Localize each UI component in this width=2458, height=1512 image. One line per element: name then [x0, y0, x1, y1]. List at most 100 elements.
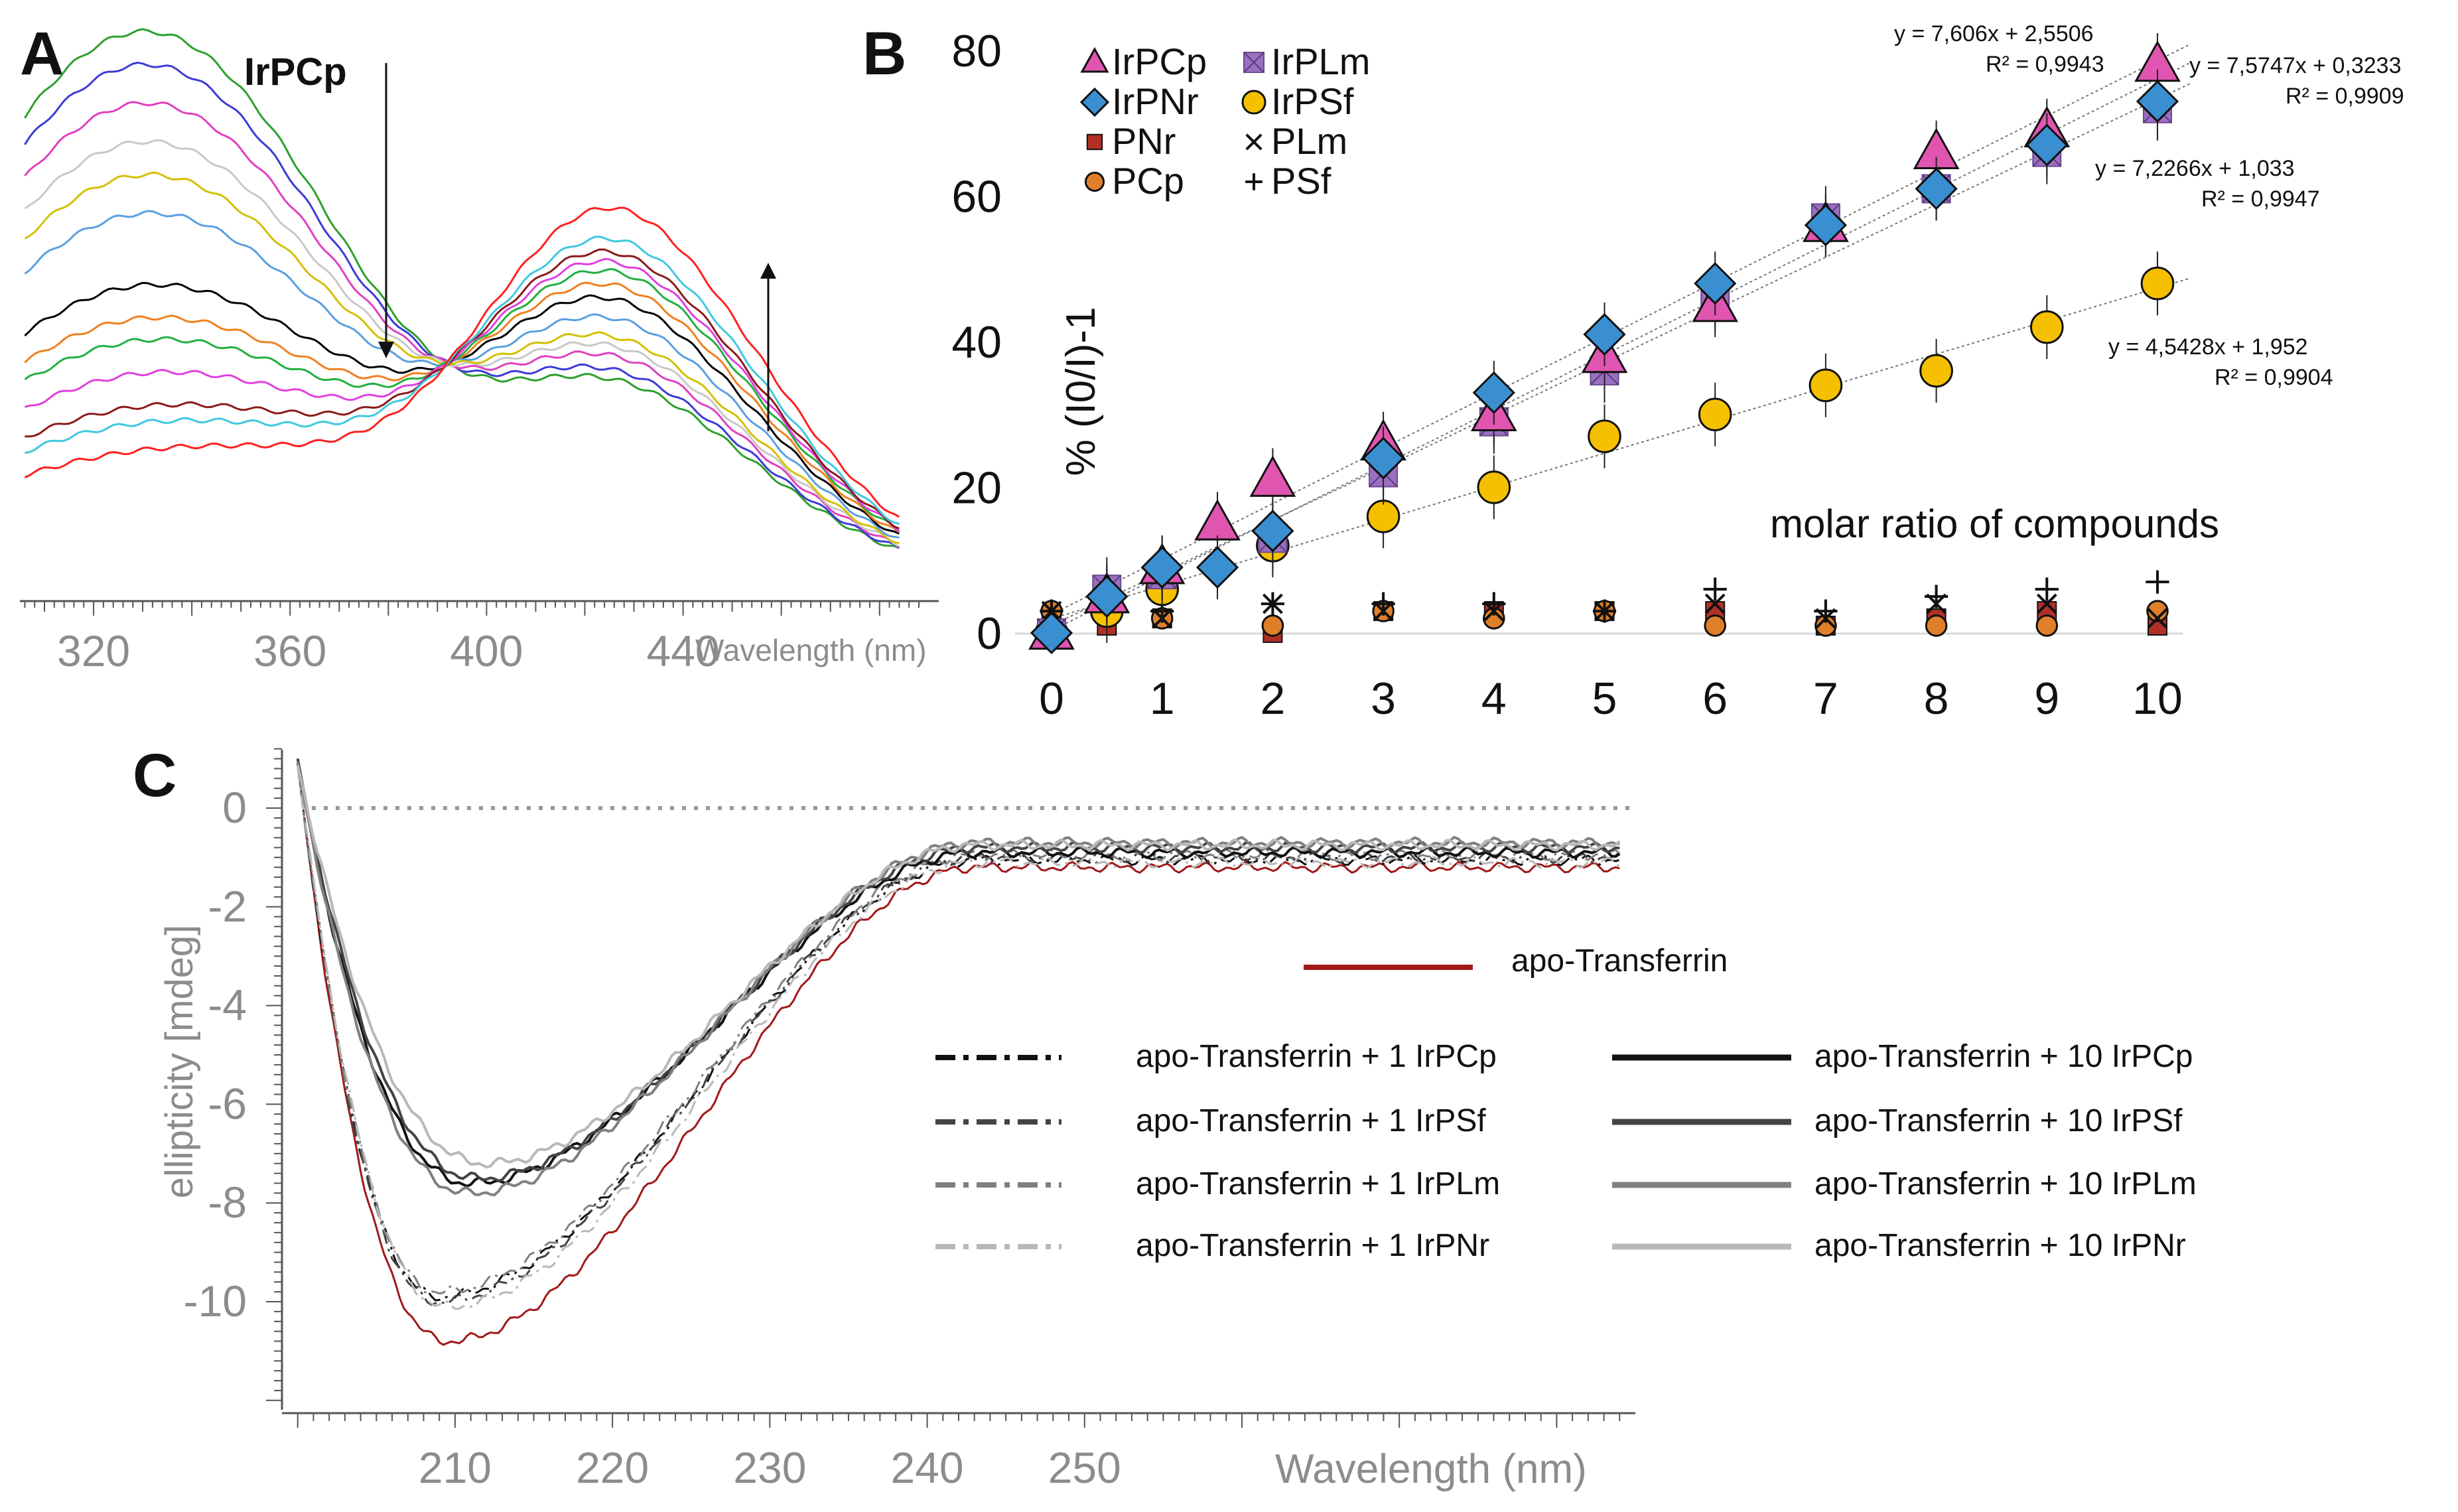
panel-c-axes: 0 -2 -4 -6 -8 -10 210 220 230 240 250	[184, 748, 1635, 1492]
spectrum-line	[24, 206, 900, 518]
y-tick-label: 80	[951, 26, 1002, 76]
legend-label-1eq: apo-Transferrin + 1 IrPLm	[1136, 1166, 1500, 1202]
fit-equation-IrPSf: y = 4,5428x + 1,952	[2108, 334, 2308, 360]
panel-b-axes: 0 20 40 60 80 0 1 2 3 4 5 6 7 8 9 10	[951, 26, 2183, 724]
panel-a-spectra	[24, 28, 900, 549]
point-IrPNr	[1361, 437, 1405, 480]
spectrum-line	[25, 248, 900, 530]
panel-a: A IrPCp 320 360 400 440 Wavelength (nm)	[20, 20, 939, 675]
spectrum-line	[24, 61, 900, 549]
panel-c-cd-spectra	[296, 758, 1621, 1346]
y-tick-label: -4	[208, 981, 247, 1030]
x-tick-label: 320	[57, 626, 130, 675]
panel-a-up-arrow-head	[760, 263, 776, 279]
point-IrPSf	[1919, 354, 1953, 388]
panel-b-letter: B	[862, 20, 906, 88]
point-IrPSf	[1698, 397, 1732, 432]
spectrum-line	[24, 257, 900, 533]
cd-line	[297, 758, 1620, 1346]
x-tick-label: 8	[1924, 673, 1949, 724]
legend-label-PLm: PLm	[1271, 120, 1347, 162]
legend-label-1eq: apo-Transferrin + 1 IrPCp	[1136, 1039, 1497, 1074]
point-IrPCp	[1249, 455, 1296, 497]
fit-equation-IrPNr: y = 7,5747x + 0,3233	[2189, 53, 2401, 78]
x-tick-label: 440	[647, 626, 720, 675]
point-IrPNr	[1472, 371, 1515, 414]
point-PSf	[2035, 577, 2059, 601]
spectrum-line	[24, 139, 900, 547]
fit-equation-IrPLm: y = 7,2266x + 1,033	[2095, 156, 2295, 181]
point-IrPNr	[2025, 123, 2069, 167]
point-PCp	[2035, 614, 2059, 637]
panel-a-x-label: Wavelength (nm)	[695, 633, 927, 667]
point-IrPCp	[1194, 499, 1241, 541]
fit-line	[1051, 277, 2191, 620]
x-tick-label: 250	[1048, 1443, 1121, 1492]
legend-label-PSf: PSf	[1271, 160, 1331, 202]
panel-a-letter: A	[20, 20, 64, 88]
panel-c-letter: C	[133, 742, 176, 809]
y-tick-label: 0	[222, 783, 247, 832]
legend-label-IrPSf: IrPSf	[1271, 80, 1354, 122]
point-PLm	[2147, 608, 2168, 629]
y-tick-label: 40	[951, 317, 1002, 368]
panel-b-x-label: molar ratio of compounds	[1770, 502, 2219, 546]
panel-b-legend: IrPCp IrPLm IrPNr IrPSf PNr PLm PCp PSf	[1079, 40, 1370, 202]
point-PSf	[2146, 570, 2169, 594]
legend-label-PCp: PCp	[1112, 160, 1184, 202]
point-IrPSf	[1366, 500, 1400, 533]
panel-b-fit-equations: y = 7,606x + 2,5506 R² = 0,9943 y = 7,5747…	[1894, 21, 2404, 390]
y-tick-label: 0	[977, 608, 1002, 659]
point-PCp	[1261, 614, 1284, 637]
spectrum-line	[24, 268, 900, 533]
point-PLm	[1704, 593, 1726, 614]
legend-label-10eq: apo-Transferrin + 10 IrPCp	[1814, 1039, 2193, 1074]
x-tick-label: 2	[1260, 673, 1285, 724]
x-tick-label: 10	[2132, 673, 2183, 724]
point-PSf	[1925, 584, 1948, 608]
panel-c-y-label: ellipticity [mdeg]	[158, 925, 201, 1199]
fit-r2-IrPCp: R² = 0,9943	[1986, 52, 2104, 77]
legend-label-IrPNr: IrPNr	[1112, 80, 1199, 122]
point-IrPSf	[1588, 419, 1621, 453]
cd-line	[297, 767, 1621, 1310]
spectrum-line	[25, 236, 900, 525]
point-IrPNr	[1140, 546, 1184, 589]
x-tick-label: 210	[419, 1443, 492, 1492]
point-IrPNr	[1583, 312, 1626, 356]
point-PSf	[1592, 599, 1617, 623]
point-IrPNr	[1195, 546, 1239, 589]
panel-a-title: IrPCp	[244, 50, 347, 94]
point-PSf	[1261, 592, 1284, 616]
y-tick-label: -8	[208, 1178, 247, 1227]
legend-label-1eq: apo-Transferrin + 1 IrPNr	[1136, 1228, 1489, 1263]
spectrum-line	[24, 101, 900, 549]
legend-marker-IrPNr	[1079, 87, 1110, 117]
x-tick-label: 3	[1371, 673, 1396, 724]
x-tick-label: 230	[733, 1443, 806, 1492]
fit-r2-IrPLm: R² = 0,9947	[2201, 186, 2320, 212]
y-tick-label: 60	[951, 172, 1002, 222]
panel-b-points	[1028, 33, 2181, 655]
point-PSf	[1482, 592, 1506, 616]
fit-r2-IrPSf: R² = 0,9904	[2215, 365, 2333, 390]
legend-label-10eq: apo-Transferrin + 10 IrPLm	[1814, 1166, 2197, 1202]
x-tick-label: 240	[890, 1443, 963, 1492]
point-PLm	[2036, 593, 2057, 614]
point-PCp	[1925, 614, 1948, 637]
legend-marker-PNr	[1086, 133, 1103, 151]
spectrum-line	[24, 281, 900, 533]
x-tick-label: 6	[1702, 673, 1728, 724]
fit-line	[1051, 43, 2191, 615]
fit-r2-IrPNr: R² = 0,9909	[2286, 84, 2404, 109]
y-tick-label: -2	[208, 882, 247, 931]
legend-marker-PCp	[1084, 171, 1105, 192]
panel-a-x-axis: 320 360 400 440	[20, 600, 939, 675]
point-IrPNr	[1804, 204, 1848, 247]
point-IrPSf	[2140, 266, 2175, 301]
point-IrPNr	[1251, 510, 1294, 553]
panel-b-fit-lines	[1051, 43, 2191, 632]
legend-marker-IrPLm	[1243, 52, 1264, 73]
x-tick-label: 360	[253, 626, 326, 675]
point-IrPSf	[1477, 470, 1511, 504]
